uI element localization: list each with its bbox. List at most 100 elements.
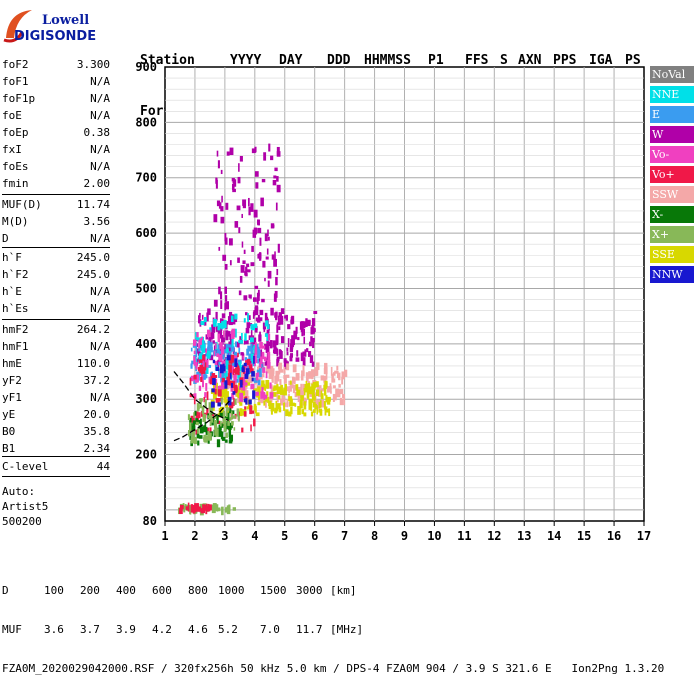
legend-item-w: W [650, 126, 694, 143]
distance-value: 800 [188, 584, 208, 597]
logo-swoosh-icon [6, 10, 32, 38]
echo-point [224, 508, 228, 513]
echo-point [215, 361, 219, 367]
echo-point [246, 348, 250, 356]
echo-point [297, 393, 300, 403]
echo-point [320, 388, 325, 392]
echo-point [227, 507, 231, 512]
echo-point [342, 394, 345, 399]
echo-point [195, 361, 198, 370]
echo-point [223, 395, 227, 403]
echo-point [245, 360, 247, 365]
echo-point [237, 367, 240, 376]
echo-point [243, 249, 246, 254]
echo-point [193, 436, 197, 445]
echo-point [301, 409, 305, 415]
echo-point [311, 337, 315, 343]
echo-point [191, 360, 194, 365]
echo-point [204, 392, 207, 398]
echo-point [209, 327, 212, 332]
echo-point [244, 333, 247, 341]
echo-point [210, 401, 215, 408]
echo-point [247, 358, 251, 366]
param-name: hmF1 [2, 340, 29, 353]
echo-point [309, 341, 312, 347]
echo-point [276, 398, 279, 403]
echo-point [249, 405, 253, 415]
echo-point [192, 344, 196, 348]
param-name: hmF2 [2, 323, 29, 336]
echo-point [268, 362, 271, 367]
echo-point [230, 411, 233, 420]
echo-point [206, 365, 209, 374]
echo-point [290, 380, 292, 385]
echo-point [202, 413, 206, 422]
echo-point [253, 355, 257, 361]
echo-point [262, 260, 266, 268]
echo-point [203, 397, 206, 403]
echo-point [252, 297, 257, 302]
echo-point [306, 348, 309, 353]
param-name: fxI [2, 143, 22, 156]
echo-point [293, 377, 296, 385]
param-row: yE 20.0 [2, 408, 110, 425]
echo-point [233, 179, 237, 187]
echo-point [283, 360, 288, 370]
digisonde-logo: Lowell DIGISONDE [3, 10, 96, 44]
echo-point [221, 377, 226, 383]
echo-point [315, 389, 320, 397]
echo-point [245, 273, 248, 277]
echo-point [226, 355, 231, 361]
echo-point [314, 384, 319, 388]
echo-point [222, 417, 227, 425]
echo-point [257, 314, 260, 319]
echo-point [201, 314, 204, 320]
echo-point [221, 506, 224, 516]
echo-point [248, 197, 250, 207]
param-value: 245.0 [76, 251, 110, 264]
echo-point [291, 402, 295, 407]
echo-point [283, 387, 287, 396]
echo-point [259, 237, 262, 246]
distance-value: 1000 [218, 584, 245, 597]
echo-point [233, 368, 236, 373]
echo-point [257, 253, 260, 259]
x-tick-label: 16 [607, 529, 621, 543]
echo-point [267, 351, 271, 361]
param-row: h`F 245.0 [2, 251, 110, 268]
echo-point [325, 395, 328, 401]
echo-point [225, 432, 228, 438]
echo-point [236, 388, 239, 397]
echo-point [228, 357, 233, 364]
echo-point [190, 347, 193, 352]
echo-point [254, 148, 257, 153]
echo-point [222, 254, 227, 261]
x-tick-label: 14 [547, 529, 561, 543]
echo-point [216, 200, 221, 207]
echo-point [267, 236, 270, 241]
echo-point [272, 368, 275, 375]
echo-point [221, 313, 226, 318]
echo-point [276, 386, 281, 394]
echo-point [291, 315, 295, 324]
echo-point [330, 366, 333, 376]
echo-point [250, 410, 255, 414]
echo-point [323, 367, 326, 375]
echo-point [219, 369, 222, 378]
echo-point [279, 350, 282, 357]
echo-point [215, 325, 220, 330]
param-value: N/A [90, 285, 110, 298]
muf-value: 3.6 [44, 623, 64, 636]
param-name: h`E [2, 285, 22, 298]
echo-point [274, 312, 278, 318]
echo-point [214, 419, 218, 429]
echo-point [215, 177, 218, 182]
echo-point [220, 335, 223, 344]
echo-point [204, 504, 207, 511]
echo-point [228, 408, 232, 414]
echo-point [200, 336, 204, 346]
echo-point [200, 360, 203, 366]
echo-point [205, 334, 209, 340]
echo-point [243, 362, 247, 367]
param-value: 2.34 [83, 442, 111, 455]
